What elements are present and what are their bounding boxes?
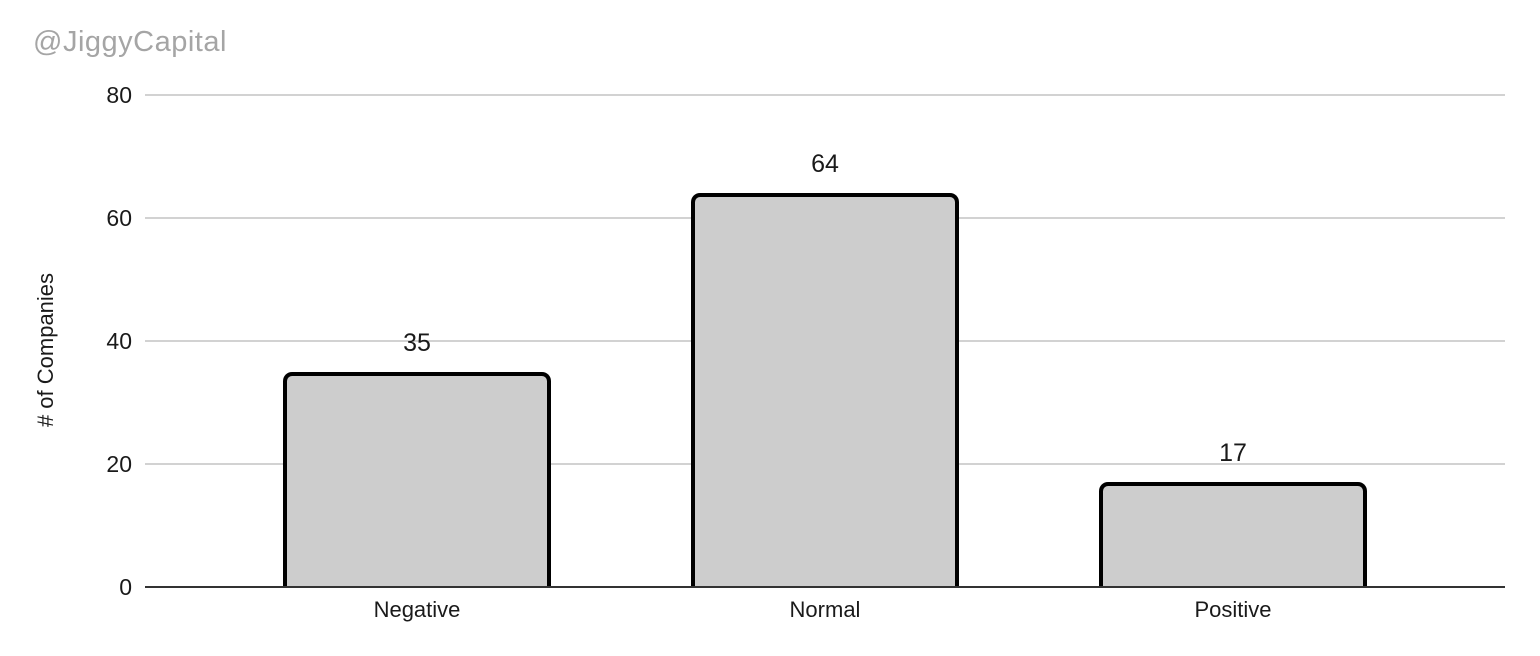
x-label-positive: Positive [1194,597,1272,622]
y-tick-label-60: 60 [106,205,132,231]
y-tick-label-80: 80 [106,82,132,108]
x-label-normal: Normal [789,597,861,622]
gridline-y-80 [145,94,1505,96]
watermark-text: @JiggyCapital [33,26,227,58]
y-axis-title: # of Companies [33,272,58,428]
value-label-positive: 17 [1219,439,1247,468]
value-label-normal: 64 [811,150,839,179]
y-tick-label-20: 20 [106,451,132,477]
x-axis-labels: Negative Normal Positive [145,597,1505,627]
y-tick-label-0: 0 [119,574,132,600]
x-axis-line [145,586,1505,588]
bar-normal [691,193,959,587]
bar-positive [1099,482,1367,587]
y-tick-label-40: 40 [106,328,132,354]
x-label-negative: Negative [373,597,461,622]
value-label-negative: 35 [403,328,431,357]
plot-area: 35 64 17 [145,94,1505,588]
bar-negative [283,371,551,587]
